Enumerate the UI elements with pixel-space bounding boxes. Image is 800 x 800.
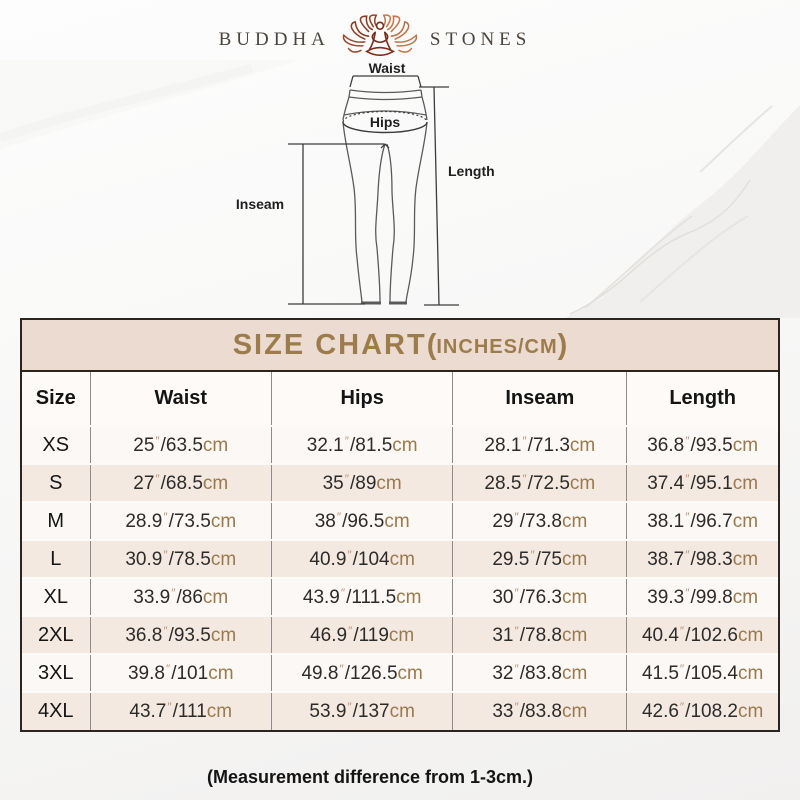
table-row: S 27″/68.5cm 35″/89cm 28.5″/72.5cm 37.4″/95.… bbox=[22, 463, 778, 502]
waist-measure-line bbox=[349, 75, 422, 88]
size-table-body: XS 25″/63.5cm 32.1″/81.5cm 28.1″/71.3cm 36.8… bbox=[22, 425, 778, 730]
length-cell: 40.4″/102.6cm bbox=[626, 615, 778, 654]
hips-cell: 38″/96.5cm bbox=[270, 501, 453, 540]
size-cell: M bbox=[22, 501, 91, 540]
brand-word-left: BUDDHA bbox=[218, 29, 330, 50]
waist-cell: 30.9″/78.5cm bbox=[89, 539, 272, 578]
waist-cell: 25″/63.5cm bbox=[89, 425, 272, 464]
measurement-footnote: (Measurement difference from 1-3cm.) bbox=[206, 767, 534, 787]
inseam-cell: 32″/83.8cm bbox=[452, 653, 627, 692]
inseam-cell: 31″/78.8cm bbox=[452, 615, 627, 654]
size-chart-title-band: SIZE CHART(INCHES/CM) bbox=[22, 320, 778, 372]
length-cell: 36.8″/93.5cm bbox=[626, 425, 778, 464]
column-header-size: Size bbox=[22, 372, 91, 426]
column-header-length: Length bbox=[626, 372, 778, 426]
column-header-inseam: Inseam bbox=[452, 372, 627, 426]
measurements-table: Size Waist Hips Inseam Length XS 25″/63.5… bbox=[22, 372, 778, 730]
table-row: M 28.9″/73.5cm 38″/96.5cm 29″/73.8cm 38.1″/9… bbox=[22, 501, 778, 540]
leggings-measurement-diagram: Waist Hips Inseam Length bbox=[236, 60, 495, 306]
hips-ellipse bbox=[342, 110, 428, 134]
inseam-cell: 33″/83.8cm bbox=[452, 691, 627, 730]
inseam-cell: 30″/76.3cm bbox=[452, 577, 627, 616]
waist-cell: 27″/68.5cm bbox=[89, 463, 272, 502]
inseam-cell: 28.1″/71.3cm bbox=[452, 425, 627, 464]
hips-cell: 40.9″/104cm bbox=[270, 539, 453, 578]
size-cell: 2XL bbox=[22, 615, 91, 654]
size-chart-subtitle: INCHES/CM bbox=[436, 335, 558, 358]
hips-cell: 46.9″/119cm bbox=[270, 615, 453, 654]
length-label: Length bbox=[448, 163, 495, 179]
waist-cell: 39.8″/101cm bbox=[89, 653, 272, 692]
inseam-measure-line bbox=[288, 143, 390, 305]
size-cell: 4XL bbox=[22, 691, 91, 730]
size-cell: S bbox=[22, 463, 91, 502]
column-header-hips: Hips bbox=[270, 372, 453, 426]
waist-cell: 36.8″/93.5cm bbox=[89, 615, 272, 654]
size-cell: L bbox=[22, 539, 91, 578]
length-cell: 37.4″/95.1cm bbox=[626, 463, 778, 502]
inseam-cell: 29″/73.8cm bbox=[452, 501, 627, 540]
size-cell: 3XL bbox=[22, 653, 91, 692]
table-row: 2XL 36.8″/93.5cm 46.9″/119cm 31″/78.8cm 40.4… bbox=[22, 615, 778, 654]
brand-logo: BUDDHA STONES bbox=[0, 14, 775, 66]
table-row: XS 25″/63.5cm 32.1″/81.5cm 28.1″/71.3cm 36.8… bbox=[22, 425, 778, 464]
hips-cell: 49.8″/126.5cm bbox=[270, 653, 453, 692]
table-row: 3XL 39.8″/101cm 49.8″/126.5cm 32″/83.8cm 41.… bbox=[22, 653, 778, 692]
length-measure-line bbox=[419, 86, 459, 306]
size-chart-table: SIZE CHART(INCHES/CM) Size Waist Hips In… bbox=[20, 318, 780, 732]
length-cell: 39.3″/99.8cm bbox=[626, 577, 778, 616]
hips-label: Hips bbox=[370, 114, 401, 130]
size-cell: XL bbox=[22, 577, 91, 616]
hips-cell: 32.1″/81.5cm bbox=[270, 425, 453, 464]
hips-cell: 43.9″/111.5cm bbox=[270, 577, 453, 616]
table-row: L 30.9″/78.5cm 40.9″/104cm 29.5″/75cm 38.7″/… bbox=[22, 539, 778, 578]
waist-cell: 43.7″/111cm bbox=[89, 691, 272, 730]
waist-cell: 33.9″/86cm bbox=[89, 577, 272, 616]
length-cell: 38.7″/98.3cm bbox=[626, 539, 778, 578]
table-header-row: Size Waist Hips Inseam Length bbox=[22, 372, 778, 426]
length-cell: 41.5″/105.4cm bbox=[626, 653, 778, 692]
waist-cell: 28.9″/73.5cm bbox=[89, 501, 272, 540]
lotus-meditation-icon bbox=[342, 14, 418, 57]
hips-cell: 53.9″/137cm bbox=[270, 691, 453, 730]
length-cell: 42.6″/108.2cm bbox=[626, 691, 778, 730]
size-chart-title: SIZE CHART bbox=[232, 328, 427, 361]
table-row: 4XL 43.7″/111cm 53.9″/137cm 33″/83.8cm 42.6″… bbox=[22, 691, 778, 730]
length-cell: 38.1″/96.7cm bbox=[626, 501, 778, 540]
column-header-waist: Waist bbox=[89, 372, 272, 426]
inseam-cell: 28.5″/72.5cm bbox=[452, 463, 627, 502]
waist-label: Waist bbox=[369, 60, 406, 76]
table-row: XL 33.9″/86cm 43.9″/111.5cm 30″/76.3cm 39.3″… bbox=[22, 577, 778, 616]
inseam-label: Inseam bbox=[236, 196, 284, 212]
leggings-outline bbox=[342, 89, 428, 305]
brand-word-right: STONES bbox=[429, 29, 532, 50]
size-cell: XS bbox=[22, 425, 91, 464]
hips-cell: 35″/89cm bbox=[270, 463, 453, 502]
inseam-cell: 29.5″/75cm bbox=[452, 539, 627, 578]
